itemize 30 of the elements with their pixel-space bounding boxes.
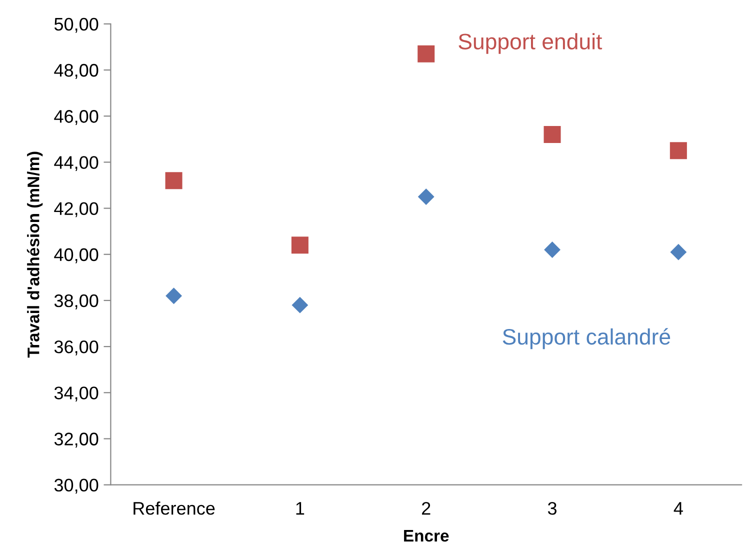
x-tick-label: 2 <box>422 502 430 515</box>
point <box>544 242 560 258</box>
point <box>544 126 561 144</box>
y-tick-label: 42,00 <box>54 202 98 218</box>
y-tick-label: 40,00 <box>54 248 98 264</box>
x-tick-label: 1 <box>296 502 304 515</box>
x-tick-label: 4 <box>674 502 683 515</box>
y-tick-label: 44,00 <box>54 156 98 172</box>
text: Support calandré <box>502 328 670 350</box>
y-tick-label: 46,00 <box>54 110 98 125</box>
point <box>418 188 434 205</box>
point <box>670 142 687 160</box>
point <box>165 172 182 190</box>
y-tick-label: 34,00 <box>54 386 98 402</box>
x-tick-label: 3 <box>548 502 556 515</box>
y-tick-label: 30,00 <box>54 478 98 494</box>
series-label: Support enduit <box>458 33 602 54</box>
y-tick-label: 32,00 <box>54 432 98 448</box>
y-tick-label: 48,00 <box>54 64 98 79</box>
y-tick-label: 36,00 <box>54 340 98 356</box>
point <box>166 288 182 304</box>
y-axis-title: Travail d'adhésion (mN/m) <box>26 152 43 358</box>
point <box>670 244 687 260</box>
y-tick-label: 38,00 <box>54 294 98 310</box>
x-tick-label: Reference <box>134 502 215 515</box>
point <box>291 236 308 254</box>
point <box>418 45 435 62</box>
y-tick-label: 50,00 <box>54 18 98 33</box>
point <box>292 296 308 314</box>
x-axis-title: Encre <box>404 530 449 542</box>
